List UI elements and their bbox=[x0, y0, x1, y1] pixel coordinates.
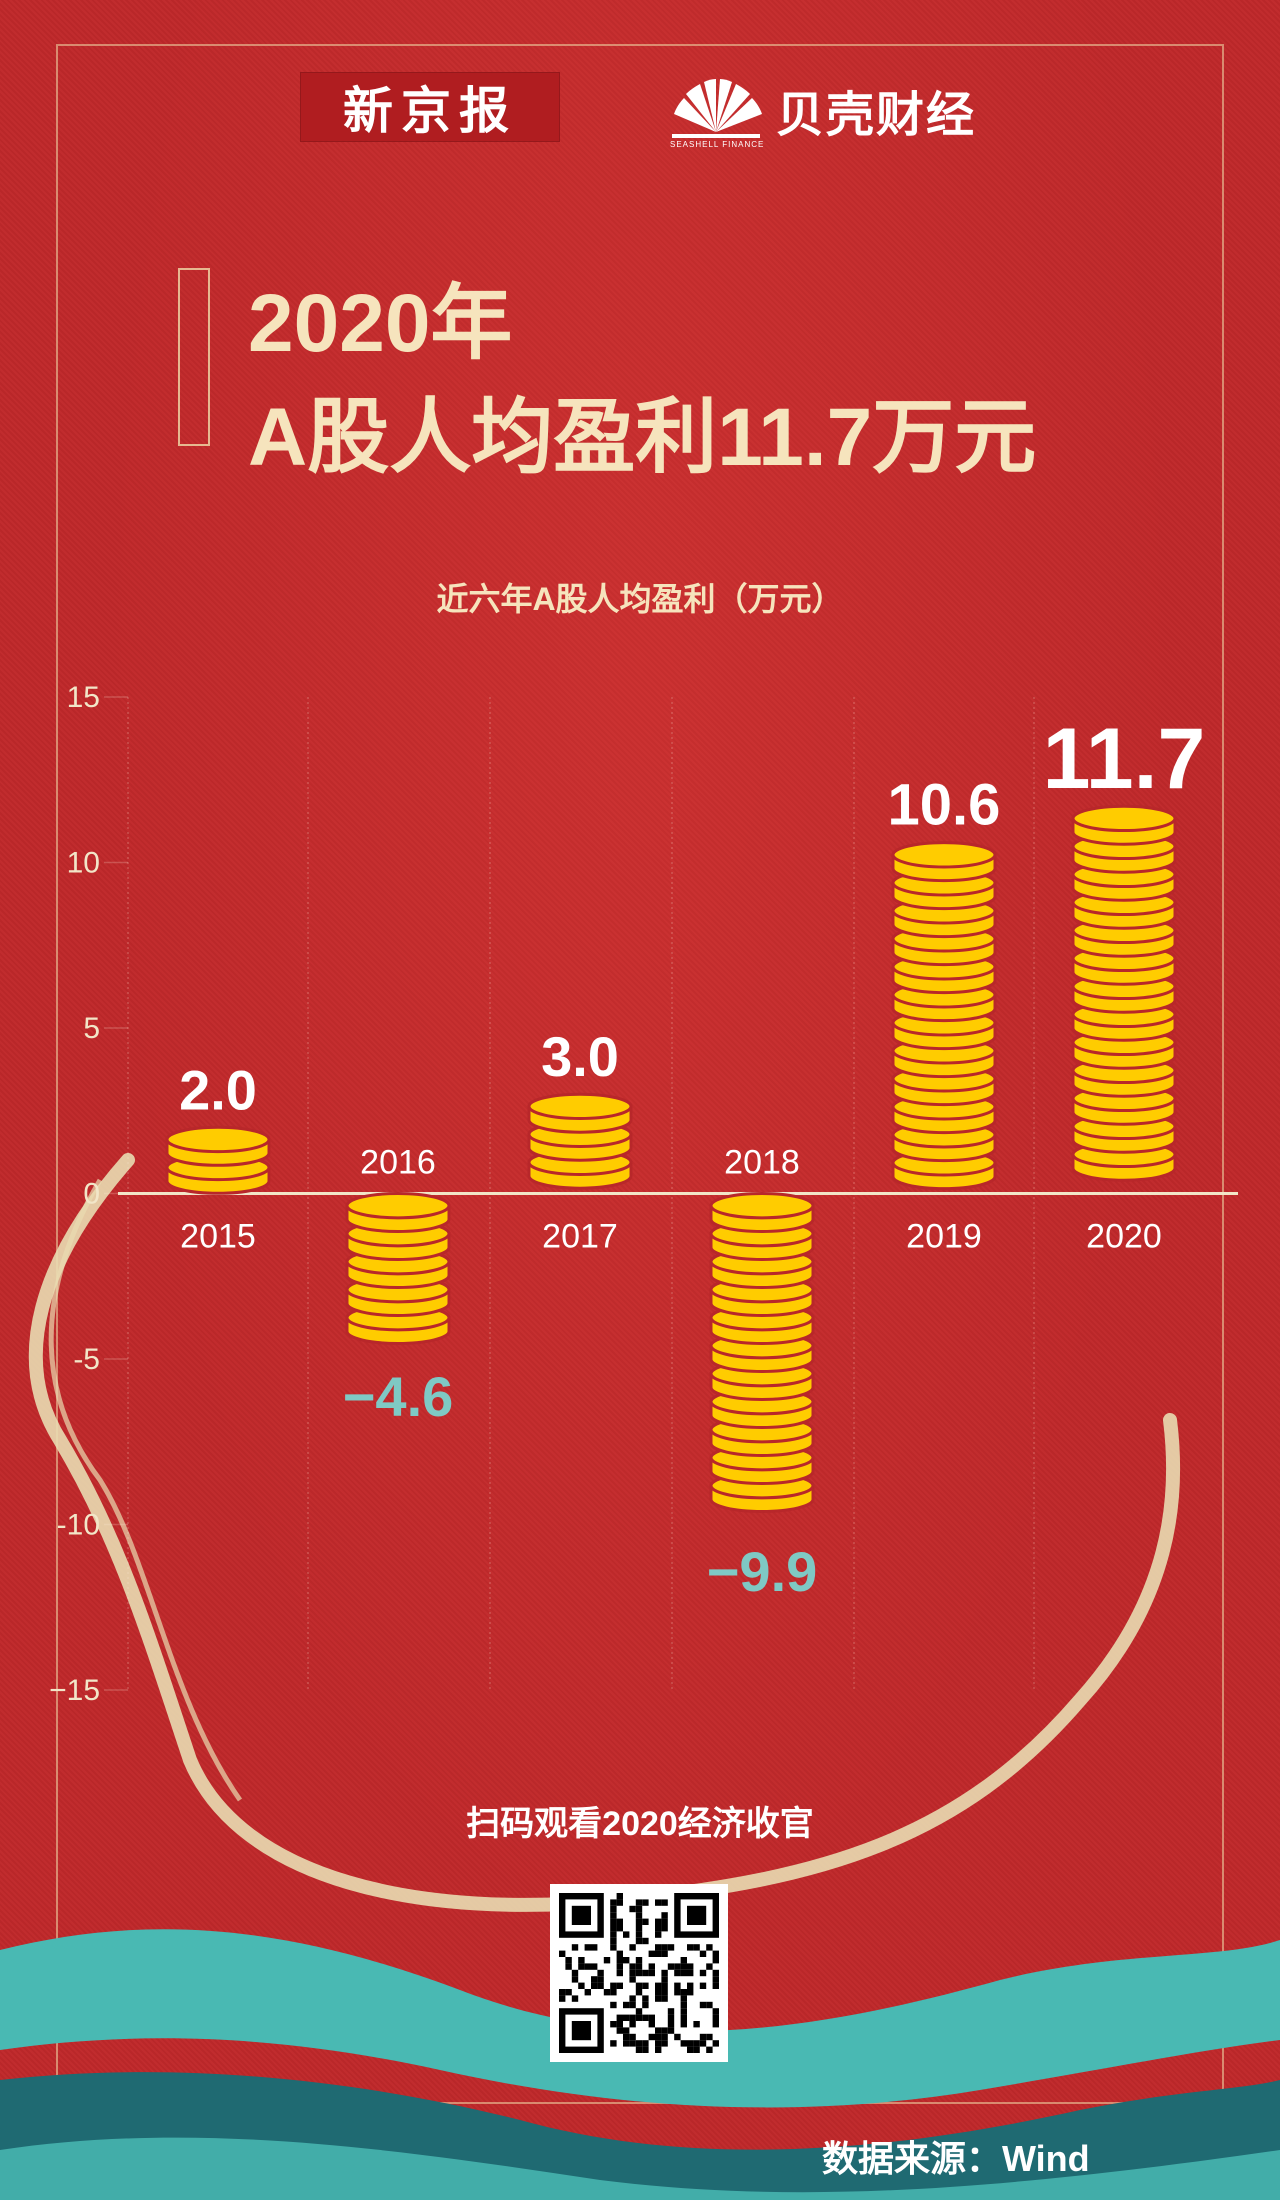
qr-code[interactable] bbox=[550, 1884, 728, 2062]
value-label-2015: 2.0 bbox=[179, 1058, 257, 1121]
y-tick-label: -5 bbox=[73, 1343, 100, 1376]
y-tick-label: -10 bbox=[57, 1509, 100, 1542]
category-label-2019: 2019 bbox=[906, 1218, 982, 1256]
coin bbox=[891, 841, 997, 883]
value-label-2020: 11.7 bbox=[1043, 711, 1206, 807]
coin bbox=[165, 1125, 271, 1167]
value-label-2016: −4.6 bbox=[343, 1365, 454, 1428]
bar-2019 bbox=[891, 841, 997, 1191]
qr-code-pattern bbox=[559, 1893, 719, 2053]
y-tick-label: −15 bbox=[49, 1674, 100, 1707]
header-logos: 新京报 贝壳财经 SEASHELL FINANCE bbox=[0, 70, 1280, 150]
page-title-line2: A股人均盈利11.7万元 bbox=[248, 392, 1037, 483]
y-tick-label: 10 bbox=[67, 847, 100, 880]
scan-prompt: 扫码观看2020经济收官 bbox=[466, 1805, 814, 1843]
bar-2017 bbox=[527, 1092, 633, 1190]
value-label-2018: −9.9 bbox=[707, 1540, 818, 1603]
coin bbox=[1071, 804, 1177, 846]
value-label-2017: 3.0 bbox=[541, 1025, 619, 1088]
bar-2016 bbox=[345, 1192, 451, 1345]
chart-title: 近六年A股人均盈利（万元） bbox=[436, 581, 844, 617]
y-tick-label: 0 bbox=[83, 1178, 100, 1211]
coin bbox=[527, 1092, 633, 1134]
y-tick-label: 15 bbox=[67, 681, 100, 714]
bar-2018 bbox=[709, 1192, 815, 1513]
xinjingbao-logo: 新京报 bbox=[300, 72, 560, 142]
category-label-2020: 2020 bbox=[1086, 1218, 1162, 1256]
bar-2020 bbox=[1071, 804, 1177, 1182]
category-label-2015: 2015 bbox=[180, 1218, 256, 1256]
category-label-2017: 2017 bbox=[542, 1218, 618, 1256]
coin bbox=[709, 1192, 815, 1233]
page-title-line1: 2020年 bbox=[248, 278, 513, 369]
category-label-2016: 2016 bbox=[360, 1144, 436, 1182]
value-label-2019: 10.6 bbox=[888, 773, 1001, 838]
data-source: 数据来源：Wind bbox=[822, 2138, 1090, 2179]
profit-chart: 15 10 5 0 -5 -10 −15 2.0 2015 −4.6 2016 3.0 2017 −9.9… bbox=[49, 681, 1238, 1707]
bar-2015 bbox=[165, 1125, 271, 1195]
page-frame bbox=[56, 44, 1224, 2104]
coin bbox=[345, 1192, 451, 1233]
y-tick-label: 5 bbox=[83, 1012, 100, 1045]
title-accent-bar bbox=[178, 268, 210, 446]
beike-logo-subtext: SEASHELL FINANCE bbox=[670, 140, 765, 149]
seashell-icon bbox=[672, 79, 762, 138]
category-label-2018: 2018 bbox=[724, 1144, 800, 1182]
beike-logo-text: 贝壳财经 bbox=[776, 89, 977, 142]
beike-logo: 贝壳财经 SEASHELL FINANCE bbox=[660, 70, 976, 150]
